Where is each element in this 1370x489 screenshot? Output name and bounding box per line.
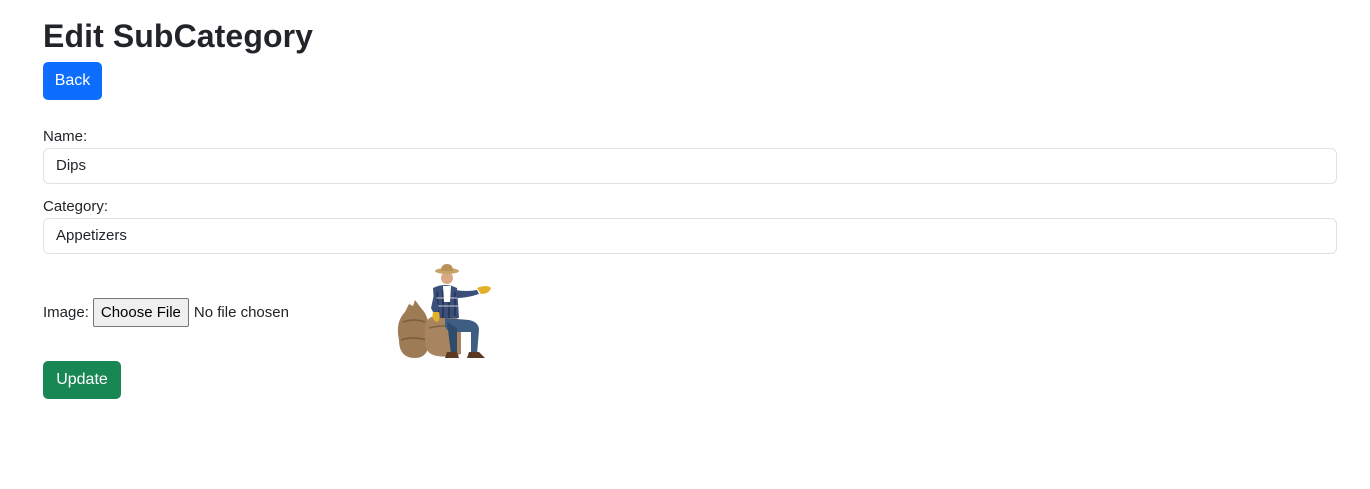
no-file-status: No file chosen (193, 303, 289, 321)
image-upload-row: Image: Choose File No file chosen (43, 297, 289, 327)
category-field[interactable]: Appetizers (43, 218, 1337, 254)
back-button[interactable]: Back (43, 62, 102, 100)
name-field[interactable]: Dips (43, 148, 1337, 184)
page-title: Edit SubCategory (43, 18, 314, 54)
choose-file-button[interactable]: Choose File (92, 297, 189, 327)
name-label: Name: (43, 128, 88, 145)
image-label: Image: (43, 303, 89, 321)
subcategory-image-preview (397, 264, 491, 358)
category-label: Category: (43, 198, 109, 215)
update-button[interactable]: Update (43, 361, 121, 399)
